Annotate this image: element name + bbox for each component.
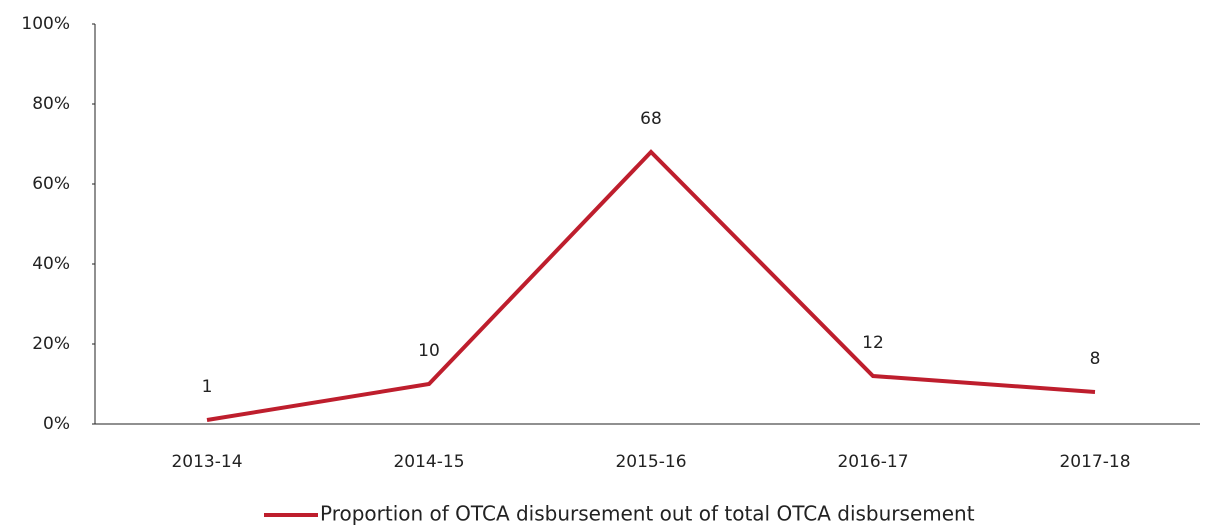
data-label: 12 (862, 333, 884, 353)
data-label: 68 (640, 109, 662, 129)
data-label: 1 (202, 377, 213, 397)
x-tick-label: 2017-18 (1059, 452, 1130, 472)
y-tick-label: 80% (32, 94, 70, 114)
x-tick-label: 2014-15 (393, 452, 464, 472)
line (206, 149, 1096, 422)
x-tick-label: 2013-14 (171, 452, 242, 472)
legend-label: Proportion of OTCA disbursement out of t… (320, 502, 975, 526)
data-label: 10 (418, 341, 440, 361)
x-tick-label: 2015-16 (615, 452, 686, 472)
y-tick-label: 60% (32, 174, 70, 194)
y-tick-label: 20% (32, 334, 70, 354)
x-tick-label: 2016-17 (837, 452, 908, 472)
y-tick-label: 0% (43, 414, 70, 434)
y-tick-label: 40% (32, 254, 70, 274)
data-label: 8 (1090, 349, 1101, 369)
y-tick-label: 100% (21, 14, 70, 34)
